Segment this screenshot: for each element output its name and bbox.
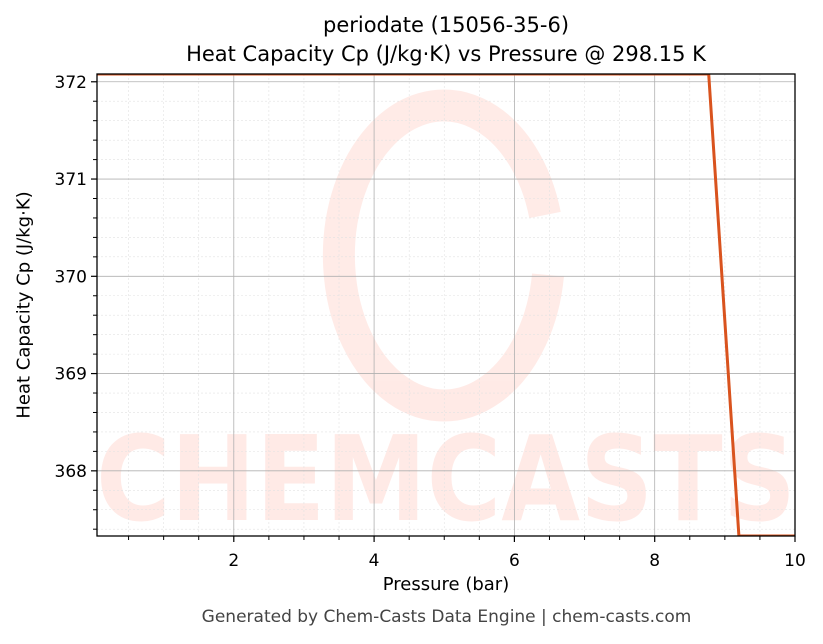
series-line	[97, 74, 795, 536]
series-group	[97, 74, 795, 536]
x-tick-label: 6	[509, 551, 520, 571]
y-tick-label: 369	[55, 365, 87, 385]
watermark-swirl	[322, 89, 564, 422]
x-tick-label: 4	[369, 551, 380, 571]
watermark-text: CHEMCASTS	[96, 410, 796, 548]
x-tick-label: 2	[228, 551, 239, 571]
footer-credit: Generated by Chem-Casts Data Engine | ch…	[201, 607, 692, 627]
x-tick-label: 8	[649, 551, 660, 571]
y-tick-label: 368	[55, 462, 87, 482]
y-tick-label: 370	[55, 267, 87, 287]
y-tick-label: 371	[55, 170, 87, 190]
chemcasts-watermark: CHEMCASTS	[96, 89, 796, 548]
y-tick-label: 372	[55, 73, 87, 93]
minor-grid	[97, 74, 795, 536]
y-axis-label: Heat Capacity Cp (J/kg·K)	[13, 191, 35, 419]
plot-frame	[96, 73, 796, 537]
x-axis-label: Pressure (bar)	[382, 574, 510, 595]
chart-title: periodate (15056-35-6)	[322, 13, 570, 37]
chart-subtitle: Heat Capacity Cp (J/kg·K) vs Pressure @ …	[186, 42, 706, 66]
axis-ticks: 2 4 6 8 10 368 369 370 371 372	[55, 73, 806, 571]
x-tick-label: 10	[784, 551, 806, 571]
